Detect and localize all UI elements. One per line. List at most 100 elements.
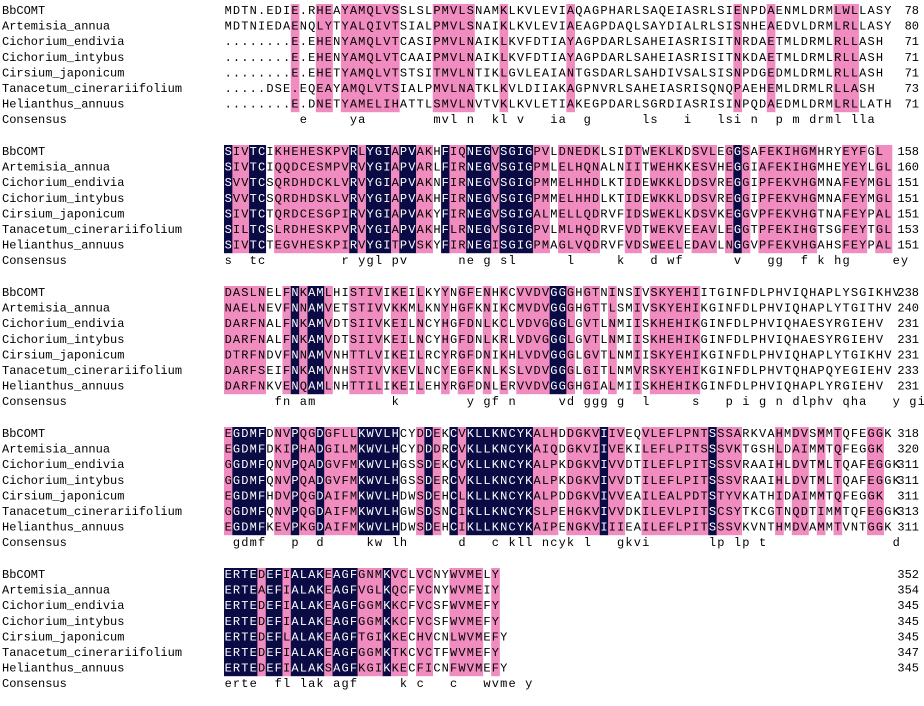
residue: D	[592, 207, 599, 221]
residue: E	[559, 192, 566, 206]
residue: S	[225, 239, 232, 253]
residue: G	[508, 66, 515, 80]
residue: M	[817, 458, 824, 472]
residue: E	[667, 4, 674, 18]
residue: K	[392, 380, 400, 394]
residue: K	[525, 474, 533, 488]
residue: K	[701, 364, 709, 378]
residue: S	[717, 474, 724, 488]
residue: I	[517, 239, 524, 253]
similar-column	[357, 4, 367, 113]
residue: I	[625, 380, 632, 394]
residue: .	[266, 66, 273, 80]
residue: T	[701, 505, 708, 519]
residue: Y	[367, 239, 374, 253]
identical-column	[558, 286, 567, 395]
residue: K	[358, 521, 366, 535]
similar-column	[566, 427, 575, 536]
residue: S	[876, 4, 883, 18]
residue: N	[291, 333, 298, 347]
residue: L	[458, 66, 465, 80]
residue: D	[316, 427, 323, 441]
residue: L	[600, 145, 607, 159]
consensus-residue: d	[316, 536, 323, 550]
residue: V	[709, 176, 717, 190]
residue: V	[392, 568, 400, 582]
residue: Q	[458, 145, 465, 159]
residue: D	[634, 223, 641, 237]
residue: P	[534, 145, 541, 159]
residue: V	[542, 348, 550, 362]
similar-column	[532, 145, 542, 254]
residue: G	[341, 662, 348, 676]
residue: D	[275, 20, 282, 34]
residue: P	[759, 239, 766, 253]
residue: I	[659, 82, 666, 96]
residue: E	[659, 427, 666, 441]
residue: K	[325, 223, 333, 237]
residue: M	[358, 98, 365, 112]
residue: S	[225, 145, 232, 159]
residue: L	[650, 474, 657, 488]
residue: V	[275, 348, 283, 362]
sequence-name: Cichorium_intybus	[2, 474, 124, 488]
residue: A	[567, 82, 575, 96]
residue: L	[483, 568, 490, 582]
residue: A	[233, 317, 241, 331]
residue: Q	[308, 82, 315, 96]
residue: L	[667, 145, 674, 159]
residue: K	[659, 192, 667, 206]
residue: L	[367, 348, 374, 362]
residue: I	[692, 474, 699, 488]
residue: T	[392, 239, 399, 253]
residue: P	[817, 302, 824, 316]
residue: A	[417, 20, 425, 34]
residue: A	[751, 474, 759, 488]
residue: T	[358, 302, 365, 316]
similar-column	[324, 427, 333, 536]
residue: T	[341, 302, 348, 316]
identical-column	[290, 568, 300, 677]
residue: I	[701, 51, 708, 65]
residue: C	[258, 192, 265, 206]
residue: V	[325, 302, 333, 316]
consensus-residue: a	[868, 113, 875, 127]
residue: E	[266, 630, 273, 644]
residue: K	[559, 82, 567, 96]
residue: E	[659, 521, 666, 535]
residue: G	[726, 145, 733, 159]
residue: I	[492, 302, 499, 316]
residue: L	[475, 474, 482, 488]
residue: I	[642, 474, 649, 488]
residue: L	[826, 348, 833, 362]
residue: I	[667, 51, 674, 65]
sequence-end-position: 231	[897, 317, 919, 331]
residue: V	[450, 35, 458, 49]
residue: .	[241, 82, 248, 96]
residue: E	[842, 145, 849, 159]
residue: R	[425, 348, 432, 362]
residue: P	[600, 4, 607, 18]
residue: R	[233, 615, 240, 629]
residue: R	[817, 98, 824, 112]
identical-column	[399, 145, 408, 254]
consensus-residue: n	[751, 113, 758, 127]
residue: K	[383, 646, 391, 660]
residue: I	[333, 521, 340, 535]
residue: F	[408, 615, 415, 629]
residue: V	[592, 505, 600, 519]
residue: I	[684, 317, 691, 331]
residue: I	[692, 286, 699, 300]
residue: P	[433, 35, 440, 49]
residue: V	[275, 380, 283, 394]
residue: L	[650, 427, 657, 441]
residue: N	[442, 505, 449, 519]
residue: Q	[842, 474, 849, 488]
residue: V	[609, 505, 617, 519]
residue: E	[250, 568, 257, 582]
residue: Q	[300, 505, 307, 519]
residue: T	[241, 599, 248, 613]
residue: E	[325, 599, 332, 613]
residue: Y	[859, 176, 866, 190]
